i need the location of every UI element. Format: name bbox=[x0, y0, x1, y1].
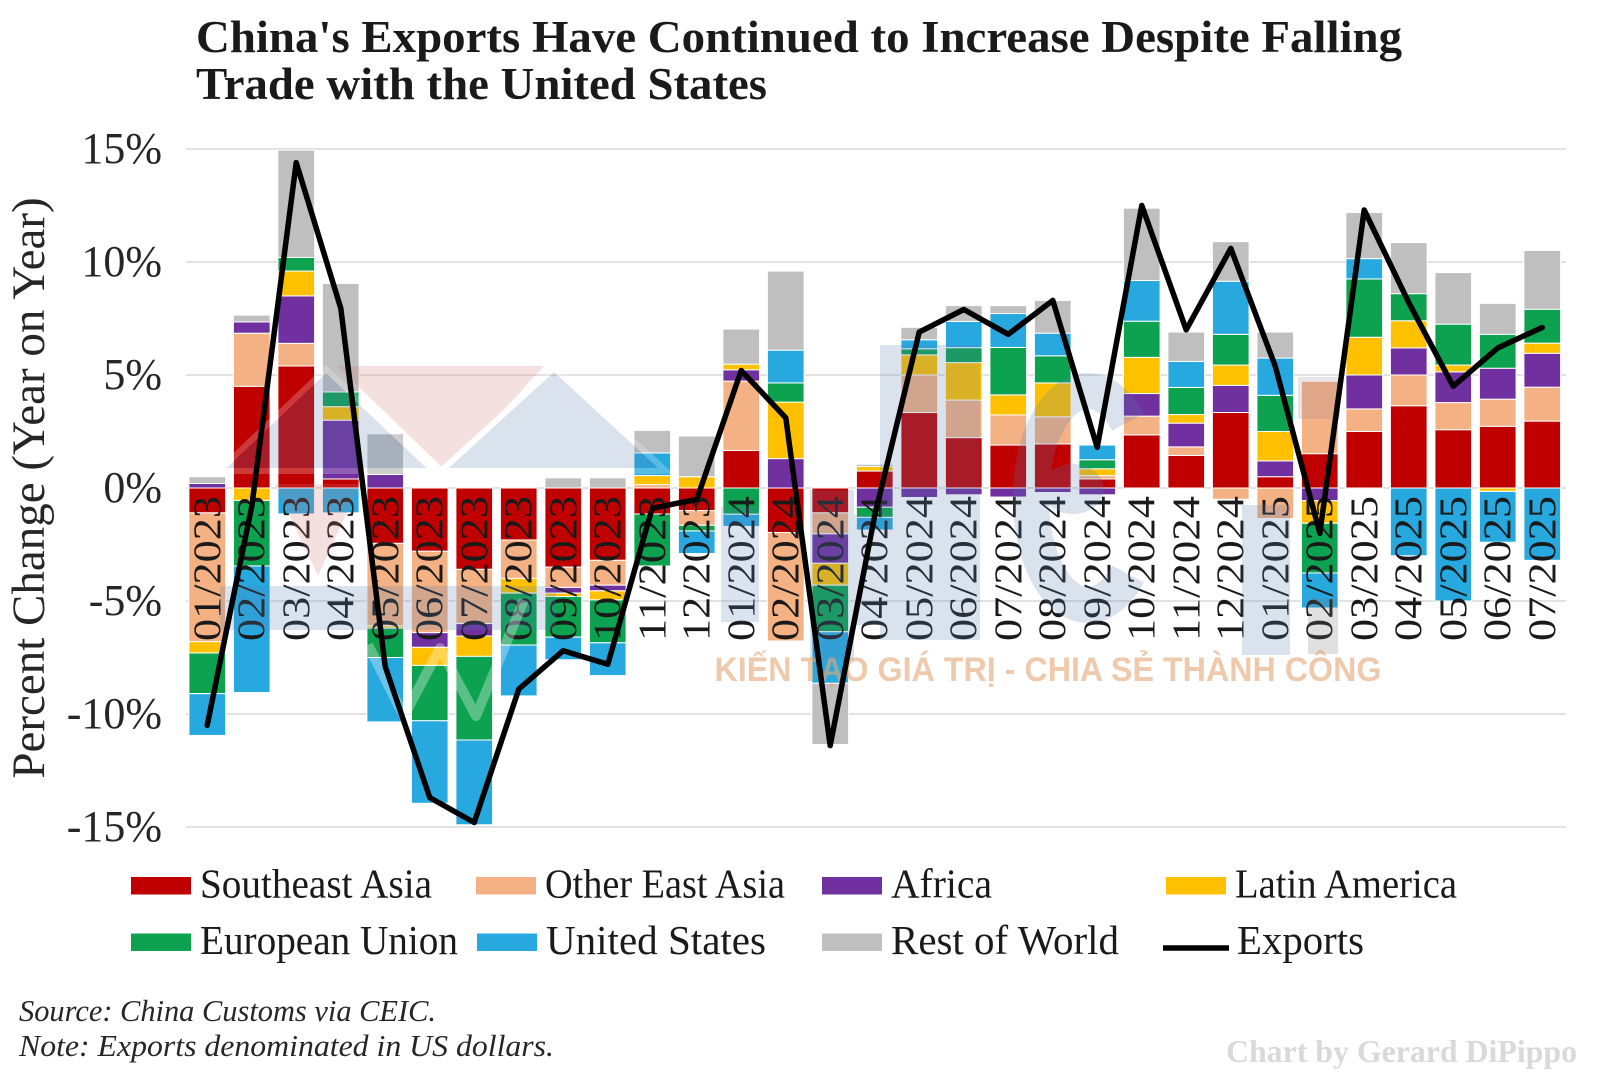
svg-text:10%: 10% bbox=[81, 237, 162, 286]
svg-text:01/2023: 01/2023 bbox=[186, 496, 229, 641]
svg-text:China's Exports Have Continued: China's Exports Have Continued to Increa… bbox=[196, 12, 1403, 62]
svg-text:12/2024: 12/2024 bbox=[1209, 496, 1252, 641]
svg-text:12/2023: 12/2023 bbox=[675, 496, 718, 641]
svg-text:Percent Change (Year on Year): Percent Change (Year on Year) bbox=[3, 197, 55, 778]
svg-text:-15%: -15% bbox=[67, 802, 162, 851]
svg-text:06/2023: 06/2023 bbox=[408, 496, 451, 641]
svg-text:0%: 0% bbox=[103, 463, 162, 512]
svg-text:5%: 5% bbox=[103, 350, 162, 399]
svg-text:09/2024: 09/2024 bbox=[1076, 496, 1119, 641]
svg-text:Latin America: Latin America bbox=[1235, 861, 1457, 907]
svg-text:05/2024: 05/2024 bbox=[898, 496, 941, 641]
svg-text:11/2024: 11/2024 bbox=[1165, 496, 1208, 641]
svg-text:Other East Asia: Other East Asia bbox=[545, 861, 785, 907]
svg-text:Exports: Exports bbox=[1237, 917, 1364, 963]
svg-text:03/2024: 03/2024 bbox=[809, 496, 852, 641]
svg-text:06/2025: 06/2025 bbox=[1476, 496, 1519, 641]
svg-text:-5%: -5% bbox=[89, 576, 162, 625]
svg-text:04/2023: 04/2023 bbox=[319, 496, 362, 641]
svg-text:03/2025: 03/2025 bbox=[1343, 496, 1386, 641]
svg-text:Note: Exports denominated in U: Note: Exports denominated in US dollars. bbox=[18, 1028, 554, 1063]
svg-text:09/2023: 09/2023 bbox=[542, 496, 585, 641]
svg-text:KIẾN TẠO GIÁ TRỊ - CHIA SẺ THÀ: KIẾN TẠO GIÁ TRỊ - CHIA SẺ THÀNH CÔNG bbox=[715, 650, 1382, 689]
svg-text:Rest of World: Rest of World bbox=[891, 917, 1119, 963]
svg-text:06/2024: 06/2024 bbox=[942, 496, 985, 641]
svg-text:Africa: Africa bbox=[891, 861, 992, 907]
svg-text:01/2025: 01/2025 bbox=[1254, 496, 1297, 641]
svg-text:08/2024: 08/2024 bbox=[1031, 496, 1074, 641]
svg-text:United States: United States bbox=[546, 917, 766, 963]
svg-text:04/2025: 04/2025 bbox=[1387, 496, 1430, 641]
svg-text:07/2025: 07/2025 bbox=[1521, 496, 1564, 641]
svg-text:07/2024: 07/2024 bbox=[987, 496, 1030, 641]
svg-text:Southeast Asia: Southeast Asia bbox=[200, 861, 432, 907]
svg-text:11/2023: 11/2023 bbox=[631, 496, 674, 641]
svg-text:07/2023: 07/2023 bbox=[453, 496, 496, 641]
svg-text:08/2023: 08/2023 bbox=[497, 496, 540, 641]
svg-text:03/2023: 03/2023 bbox=[275, 496, 318, 641]
svg-text:-10%: -10% bbox=[67, 689, 162, 738]
svg-text:European Union: European Union bbox=[200, 917, 458, 963]
svg-text:Source: China Customs via CEIC: Source: China Customs via CEIC. bbox=[19, 993, 436, 1028]
svg-text:01/2024: 01/2024 bbox=[720, 496, 763, 641]
svg-text:05/2025: 05/2025 bbox=[1432, 496, 1475, 641]
svg-text:Trade with the United States: Trade with the United States bbox=[196, 59, 767, 109]
svg-text:10/2024: 10/2024 bbox=[1120, 496, 1163, 641]
svg-text:Chart by Gerard DiPippo: Chart by Gerard DiPippo bbox=[1226, 1033, 1577, 1069]
svg-text:15%: 15% bbox=[81, 124, 162, 173]
